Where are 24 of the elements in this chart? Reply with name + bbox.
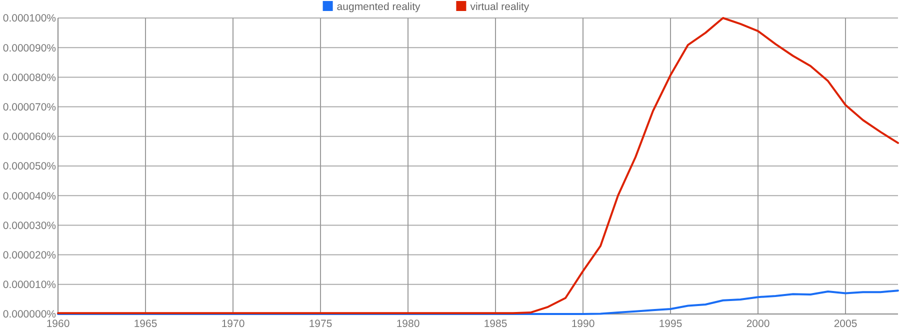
y-tick-label: 0.000080% — [2, 72, 56, 84]
x-tick-label: 1990 — [571, 318, 595, 330]
legend-label: virtual reality — [470, 1, 530, 13]
x-tick-label: 1985 — [484, 318, 508, 330]
x-tick-label: 1960 — [46, 318, 70, 330]
y-tick-label: 0.000070% — [2, 101, 56, 114]
x-tick-label: 1975 — [308, 318, 332, 330]
x-tick-label: 1965 — [134, 318, 158, 330]
legend-label: augmented reality — [336, 1, 422, 13]
y-tick-label: 0.000040% — [2, 190, 56, 202]
y-tick-label: 0.000020% — [2, 249, 56, 262]
y-tick-label: 0.000010% — [2, 279, 56, 292]
x-tick-label: 1980 — [396, 318, 420, 330]
x-tick-label: 2005 — [834, 318, 858, 330]
y-tick-label: 0.000000% — [2, 308, 56, 321]
y-tick-label: 0.000060% — [2, 131, 56, 144]
y-tick-label: 0.000030% — [2, 220, 56, 232]
y-tick-label: 0.000090% — [2, 42, 56, 54]
x-tick-label: 1970 — [221, 318, 245, 330]
line-series — [57, 17, 899, 314]
x-tick-label: 1995 — [658, 318, 682, 330]
y-tick-label: 0.000100% — [2, 12, 56, 25]
x-tick-label: 2000 — [746, 318, 770, 330]
y-tick-label: 0.000050% — [2, 160, 56, 173]
